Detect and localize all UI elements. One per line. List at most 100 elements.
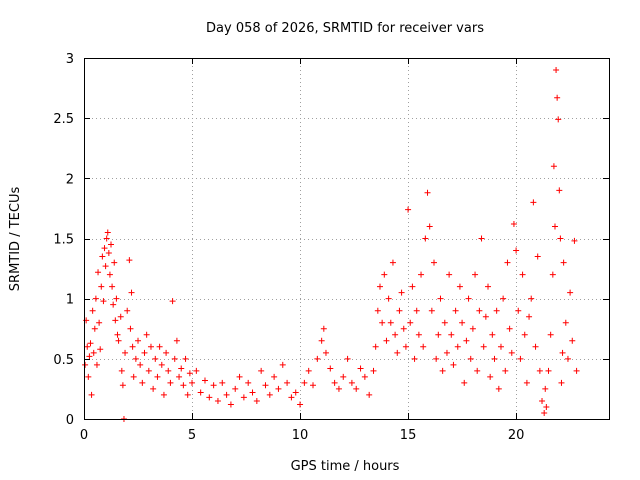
data-point: [266, 391, 273, 398]
data-point: [573, 367, 580, 374]
data-point: [193, 367, 200, 374]
data-point: [497, 343, 504, 350]
data-point: [551, 223, 558, 230]
data-point: [517, 355, 524, 362]
data-point: [109, 283, 116, 290]
data-point: [340, 373, 347, 380]
data-point: [482, 313, 489, 320]
data-point: [545, 367, 552, 374]
data-point: [130, 373, 137, 380]
data-point: [141, 349, 148, 356]
data-point: [165, 367, 172, 374]
data-point: [443, 349, 450, 356]
data-point: [478, 235, 485, 242]
data-point: [104, 229, 111, 236]
data-point: [114, 331, 121, 338]
data-point: [532, 343, 539, 350]
data-point: [331, 379, 338, 386]
data-point: [132, 355, 139, 362]
data-point: [370, 367, 377, 374]
data-point: [253, 397, 260, 404]
data-point: [392, 331, 399, 338]
data-point: [82, 361, 89, 368]
data-point: [90, 349, 97, 356]
data-point: [117, 313, 124, 320]
data-point: [506, 325, 513, 332]
data-point: [322, 349, 329, 356]
y-tick-label: 0.5: [53, 353, 74, 368]
data-point: [454, 343, 461, 350]
data-point: [569, 337, 576, 344]
data-point: [111, 259, 118, 266]
data-point: [214, 397, 221, 404]
chart-title: Day 058 of 2026, SRMTID for receiver var…: [206, 21, 484, 36]
data-point: [103, 235, 110, 242]
data-point: [389, 259, 396, 266]
data-point: [385, 295, 392, 302]
data-point: [400, 325, 407, 332]
data-point: [493, 307, 500, 314]
data-point: [201, 377, 208, 384]
data-point: [118, 367, 125, 374]
data-point: [560, 259, 567, 266]
data-point: [145, 367, 152, 374]
data-point: [98, 283, 105, 290]
data-point: [441, 319, 448, 326]
data-point: [353, 385, 360, 392]
data-point: [480, 343, 487, 350]
data-point: [314, 355, 321, 362]
data-point: [335, 385, 342, 392]
data-point: [374, 307, 381, 314]
data-point: [143, 331, 150, 338]
data-point: [163, 349, 170, 356]
data-point: [504, 259, 511, 266]
data-point: [402, 343, 409, 350]
data-point: [344, 355, 351, 362]
data-point: [127, 325, 134, 332]
x-tick-label: 5: [188, 428, 196, 443]
data-point: [450, 361, 457, 368]
data-point: [275, 385, 282, 392]
data-point: [240, 394, 247, 401]
data-point: [424, 189, 431, 196]
data-point: [381, 271, 388, 278]
data-point: [536, 367, 543, 374]
data-point: [173, 337, 180, 344]
y-tick-label: 3: [66, 52, 74, 67]
data-point: [135, 337, 142, 344]
data-point: [206, 394, 213, 401]
y-tick-label: 1.5: [53, 233, 74, 248]
data-point: [178, 365, 185, 372]
data-point: [433, 355, 440, 362]
data-point: [297, 401, 304, 408]
data-point: [210, 382, 217, 389]
data-point: [119, 382, 126, 389]
data-point: [129, 343, 136, 350]
y-tick-label: 2.5: [53, 112, 74, 127]
data-point: [95, 269, 102, 276]
data-point: [485, 283, 492, 290]
data-point: [379, 319, 386, 326]
data-point: [549, 271, 556, 278]
data-point: [469, 325, 476, 332]
data-point: [236, 373, 243, 380]
data-point: [147, 343, 154, 350]
data-point: [305, 367, 312, 374]
data-point: [167, 379, 174, 386]
data-point: [413, 307, 420, 314]
data-point: [465, 295, 472, 302]
data-point: [476, 307, 483, 314]
data-point: [387, 319, 394, 326]
data-point: [523, 379, 530, 386]
grid-lines: [84, 58, 609, 419]
x-tick-label: 15: [400, 428, 417, 443]
data-point: [232, 385, 239, 392]
data-point: [411, 355, 418, 362]
y-tick-label: 2: [66, 172, 74, 187]
data-point: [156, 343, 163, 350]
data-point: [487, 373, 494, 380]
data-point: [93, 361, 100, 368]
data-point: [467, 355, 474, 362]
data-point: [182, 355, 189, 362]
data-point: [559, 349, 566, 356]
